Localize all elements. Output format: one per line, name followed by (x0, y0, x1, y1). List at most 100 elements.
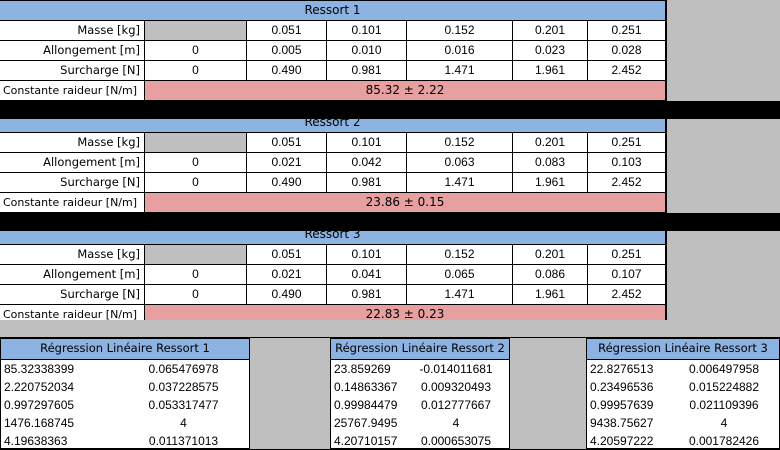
masse-cell[interactable]: 0.152 (407, 133, 513, 153)
regression-value-b[interactable]: 0.001782426 (688, 434, 760, 448)
allongement-label[interactable]: Allongement [m] (0, 265, 145, 285)
surcharge-cell[interactable]: 1.961 (513, 173, 588, 193)
masse-cell[interactable]: 0.101 (327, 21, 407, 41)
regression-value-a[interactable]: 4.19638363 (4, 434, 68, 448)
allongement-cell[interactable]: 0.021 (247, 265, 327, 285)
surcharge-cell[interactable]: 0.981 (327, 285, 407, 305)
regression-value-b[interactable]: 4 (720, 416, 728, 430)
masse-label[interactable]: Masse [kg] (0, 21, 145, 41)
masse-cell[interactable]: 0.101 (327, 245, 407, 265)
surcharge-cell[interactable]: 1.961 (513, 61, 588, 81)
allongement-cell[interactable]: 0.041 (327, 265, 407, 285)
surcharge-label[interactable]: Surcharge [N] (0, 285, 145, 305)
regression-value-b[interactable]: 0.009320493 (420, 380, 492, 394)
allongement-cell[interactable]: 0.010 (327, 41, 407, 61)
regression-value-b[interactable]: 0.037228575 (148, 380, 219, 394)
regression-value-a[interactable]: 4.20710157 (334, 434, 398, 448)
ressort-title[interactable]: Ressort 1 (0, 1, 666, 21)
surcharge-cell[interactable]: 0.981 (327, 173, 407, 193)
masse-cell[interactable]: 0.051 (247, 21, 327, 41)
surcharge-cell[interactable]: 0.490 (247, 61, 327, 81)
masse-cell[interactable]: 0.251 (588, 133, 666, 153)
masse-cell[interactable]: 0.201 (513, 245, 588, 265)
regression-value-a[interactable]: 23.859269 (334, 362, 391, 376)
regression-value-a[interactable]: 0.14863367 (334, 380, 398, 394)
regression-value-b[interactable]: 0.065476978 (148, 362, 219, 376)
regression-title[interactable]: Régression Linéaire Ressort 1 (1, 339, 249, 360)
surcharge-cell[interactable]: 0.981 (327, 61, 407, 81)
surcharge-cell[interactable]: 0 (145, 285, 247, 305)
surcharge-cell[interactable]: 0.490 (247, 173, 327, 193)
masse-label[interactable]: Masse [kg] (0, 133, 145, 153)
regression-value-b[interactable]: 4 (452, 416, 460, 430)
allongement-label[interactable]: Allongement [m] (0, 41, 145, 61)
surcharge-cell[interactable]: 1.961 (513, 285, 588, 305)
regression-title[interactable]: Régression Linéaire Ressort 3 (587, 339, 779, 360)
surcharge-cell[interactable]: 1.471 (407, 61, 513, 81)
surcharge-cell[interactable]: 1.471 (407, 173, 513, 193)
masse-cell[interactable]: 0.101 (327, 133, 407, 153)
regression-value-a[interactable]: 1476.168745 (4, 416, 75, 430)
constante-value[interactable]: 85.32 ± 2.22 (145, 81, 666, 101)
masse-cell[interactable] (145, 133, 247, 153)
allongement-cell[interactable]: 0.021 (247, 153, 327, 173)
constante-value[interactable]: 23.86 ± 0.15 (145, 193, 666, 213)
surcharge-label[interactable]: Surcharge [N] (0, 61, 145, 81)
allongement-cell[interactable]: 0.042 (327, 153, 407, 173)
regression-value-b[interactable]: 0.006497958 (688, 362, 760, 376)
regression-value-b[interactable]: 0.012777667 (420, 398, 492, 412)
regression-value-a[interactable]: 2.220752034 (4, 380, 75, 394)
regression-value-a[interactable]: 25767.9495 (334, 416, 398, 430)
regression-value-a[interactable]: 4.20597222 (590, 434, 654, 448)
allongement-cell[interactable]: 0.083 (513, 153, 588, 173)
regression-value-b[interactable]: 0.011371013 (148, 434, 219, 448)
regression-value-a[interactable]: 22.8276513 (590, 362, 654, 376)
regression-value-b[interactable]: 0.021109396 (689, 398, 759, 412)
regression-value-b[interactable]: 0.053317477 (148, 398, 219, 412)
surcharge-cell[interactable]: 2.452 (588, 61, 666, 81)
masse-cell[interactable] (145, 245, 247, 265)
allongement-cell[interactable]: 0.065 (407, 265, 513, 285)
allongement-label[interactable]: Allongement [m] (0, 153, 145, 173)
regression-value-a[interactable]: 85.32338399 (4, 362, 75, 376)
allongement-cell[interactable]: 0.086 (513, 265, 588, 285)
allongement-cell[interactable]: 0.016 (407, 41, 513, 61)
regression-value-b[interactable]: 0.000653075 (420, 434, 492, 448)
masse-cell[interactable]: 0.251 (588, 21, 666, 41)
surcharge-label[interactable]: Surcharge [N] (0, 173, 145, 193)
regression-title[interactable]: Régression Linéaire Ressort 2 (331, 339, 509, 360)
surcharge-cell[interactable]: 0.490 (247, 285, 327, 305)
regression-value-a[interactable]: 0.99984479 (334, 398, 398, 412)
masse-cell[interactable]: 0.152 (407, 21, 513, 41)
masse-cell[interactable]: 0.051 (247, 133, 327, 153)
masse-cell[interactable]: 0.152 (407, 245, 513, 265)
constante-label[interactable]: Constante raideur [N/m] (0, 81, 145, 101)
allongement-cell[interactable]: 0.005 (247, 41, 327, 61)
masse-label[interactable]: Masse [kg] (0, 245, 145, 265)
surcharge-cell[interactable]: 0 (145, 61, 247, 81)
regression-value-a[interactable]: 0.99957639 (590, 398, 654, 412)
masse-cell[interactable] (145, 21, 247, 41)
surcharge-cell[interactable]: 2.452 (588, 285, 666, 305)
allongement-cell[interactable]: 0.028 (588, 41, 666, 61)
masse-cell[interactable]: 0.251 (588, 245, 666, 265)
surcharge-cell[interactable]: 1.471 (407, 285, 513, 305)
masse-cell[interactable]: 0.201 (513, 21, 588, 41)
constante-label[interactable]: Constante raideur [N/m] (0, 193, 145, 213)
allongement-cell[interactable]: 0.107 (588, 265, 666, 285)
regression-value-b[interactable]: 0.015224882 (688, 380, 760, 394)
regression-value-a[interactable]: 0.23496536 (590, 380, 654, 394)
allongement-cell[interactable]: 0 (145, 153, 247, 173)
regression-value-a[interactable]: 0.997297605 (4, 398, 75, 412)
surcharge-cell[interactable]: 2.452 (588, 173, 666, 193)
regression-value-a[interactable]: 9438.75627 (590, 416, 654, 430)
regression-value-b[interactable]: 4 (180, 416, 187, 430)
allongement-cell[interactable]: 0.023 (513, 41, 588, 61)
regression-value-b[interactable]: -0.014011681 (419, 362, 493, 376)
masse-cell[interactable]: 0.051 (247, 245, 327, 265)
allongement-cell[interactable]: 0 (145, 265, 247, 285)
allongement-cell[interactable]: 0 (145, 41, 247, 61)
allongement-cell[interactable]: 0.103 (588, 153, 666, 173)
masse-cell[interactable]: 0.201 (513, 133, 588, 153)
allongement-cell[interactable]: 0.063 (407, 153, 513, 173)
